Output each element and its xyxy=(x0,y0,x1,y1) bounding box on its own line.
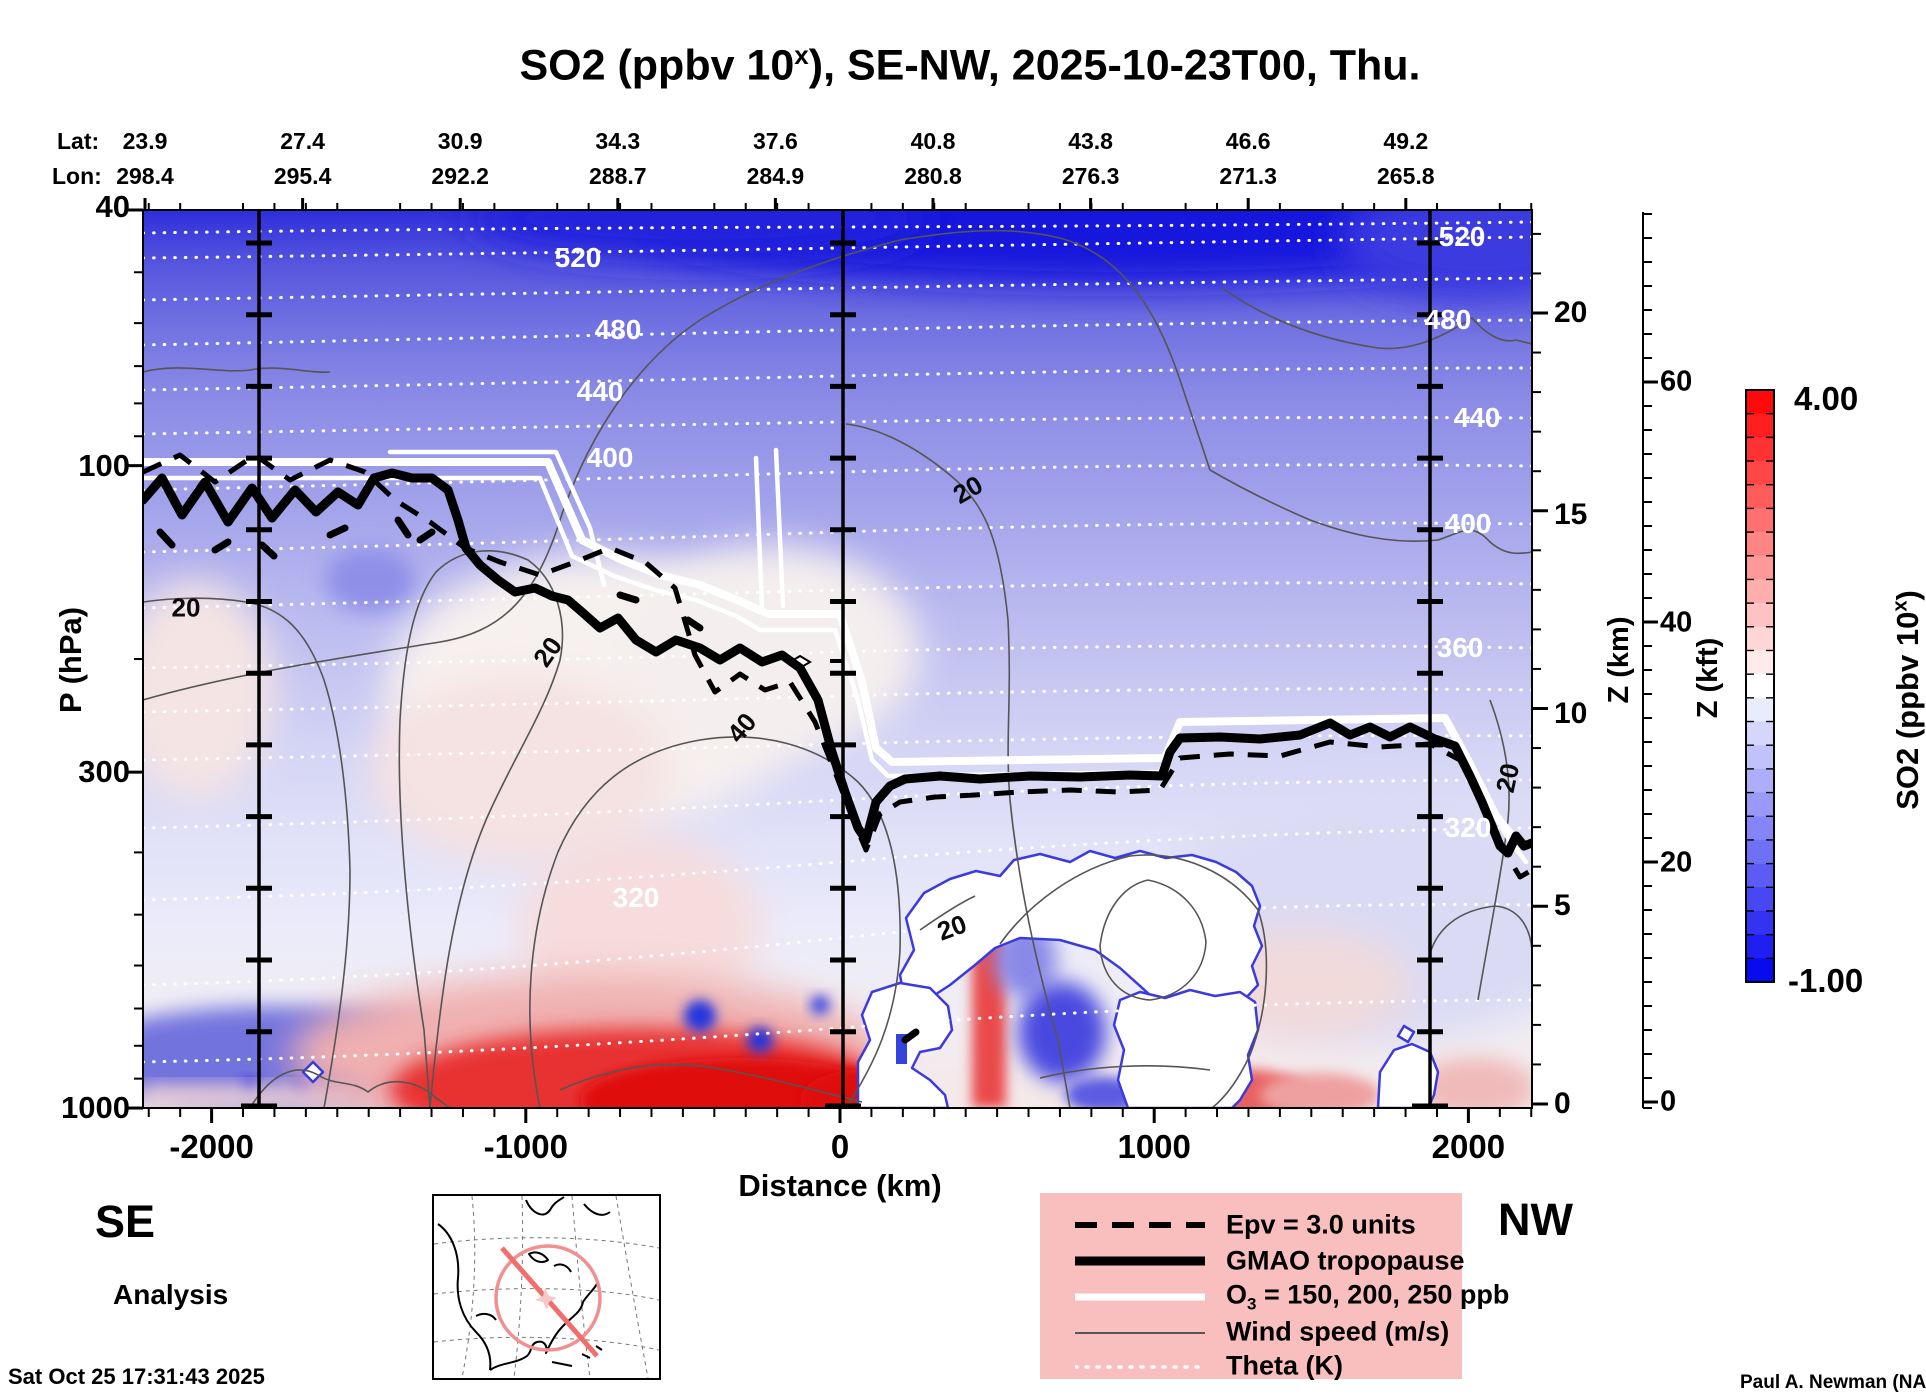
map-inset xyxy=(432,1194,661,1380)
lon-value: 276.3 xyxy=(1062,163,1120,190)
colorbar-min-label: -1.00 xyxy=(1788,962,1863,1000)
lon-value: 271.3 xyxy=(1219,163,1277,190)
lon-value: 265.8 xyxy=(1377,163,1435,190)
z-km-tick-label: 20 xyxy=(1554,296,1587,330)
pressure-tick-label: 1000 xyxy=(61,1090,130,1126)
lat-value: 46.6 xyxy=(1226,128,1271,155)
pressure-tick-label: 100 xyxy=(78,448,130,484)
lon-value: 284.9 xyxy=(747,163,805,190)
distance-axis-title: Distance (km) xyxy=(738,1168,941,1204)
z-kft-tick-label: 40 xyxy=(1660,607,1692,640)
credit-label: Paul A. Newman (NASA xyxy=(1740,1372,1926,1394)
wind-thin-line-icon xyxy=(1075,1331,1205,1335)
legend-row-tropopause: GMAO tropopause xyxy=(1040,1243,1462,1279)
colorbar-title: SO2 (ppbv 10x) xyxy=(1890,590,1926,810)
theta-contour-label: 440 xyxy=(1454,402,1501,434)
theta-dotted-line-icon xyxy=(1075,1364,1205,1370)
lat-value: 23.9 xyxy=(123,128,168,155)
theta-contour-label: 400 xyxy=(587,442,634,474)
distance-tick-label: 1000 xyxy=(1117,1128,1190,1166)
z-km-tick-label: 15 xyxy=(1554,498,1587,532)
distance-tick-label: -1000 xyxy=(484,1128,568,1166)
z-kft-axis xyxy=(1643,212,1658,1108)
legend-row-o3: O3 = 150, 200, 250 ppb xyxy=(1040,1279,1462,1315)
theta-contour-label: 480 xyxy=(1425,304,1472,336)
z-km-tick-label: 5 xyxy=(1554,889,1571,923)
theta-contour-label: 320 xyxy=(613,882,660,914)
z-kft-tick-label: 0 xyxy=(1660,1086,1676,1119)
theta-contour-label: 400 xyxy=(1445,508,1492,540)
plot-title: SO2 (ppbv 10x), SE-NW, 2025-10-23T00, Th… xyxy=(260,40,1680,90)
z-km-axis-title: Z (km) xyxy=(1603,617,1636,704)
z-km-tick-label: 10 xyxy=(1554,697,1587,731)
theta-contour-label: 320 xyxy=(1445,812,1492,844)
lat-value: 43.8 xyxy=(1068,128,1113,155)
theta-contour-label: 440 xyxy=(577,376,624,408)
z-kft-tick-label: 60 xyxy=(1660,366,1692,399)
legend: Epv = 3.0 units GMAO tropopause O3 = 150… xyxy=(1040,1193,1462,1379)
o3-white-line-icon xyxy=(1075,1293,1205,1301)
theta-contour-label: 480 xyxy=(595,314,642,346)
lon-value: 295.4 xyxy=(274,163,332,190)
corner-label-nw: NW xyxy=(1498,1194,1573,1246)
lat-value: 49.2 xyxy=(1383,128,1428,155)
so2-cross-section-figure: SO2 (ppbv 10x), SE-NW, 2025-10-23T00, Th… xyxy=(0,0,1926,1394)
epv-dashed-line-icon xyxy=(1075,1221,1205,1229)
pressure-tick-label: 300 xyxy=(78,754,130,790)
lon-value: 288.7 xyxy=(589,163,647,190)
map-inset-svg xyxy=(434,1196,659,1378)
wind-contour-label: 20 xyxy=(1490,761,1526,796)
pressure-tick-label: 40 xyxy=(96,189,130,225)
lon-value: 280.8 xyxy=(904,163,962,190)
z-km-tick-label: 0 xyxy=(1554,1087,1571,1121)
wind-contour-label: 20 xyxy=(172,593,201,624)
distance-tick-label: 0 xyxy=(831,1128,849,1166)
lat-value: 27.4 xyxy=(280,128,325,155)
theta-contour-label: 520 xyxy=(1439,221,1486,253)
theta-contour-label: 520 xyxy=(555,242,602,274)
lat-value: 30.9 xyxy=(438,128,483,155)
z-kft-tick-label: 20 xyxy=(1660,847,1692,880)
cross-section-plot xyxy=(0,0,1926,1394)
lat-row-label: Lat: xyxy=(57,128,99,155)
legend-row-wind: Wind speed (m/s) xyxy=(1040,1314,1462,1350)
lat-value: 34.3 xyxy=(595,128,640,155)
distance-tick-label: 2000 xyxy=(1432,1128,1505,1166)
lat-value: 40.8 xyxy=(911,128,956,155)
lon-value: 292.2 xyxy=(431,163,489,190)
render-timestamp: Sat Oct 25 17:31:43 2025 xyxy=(8,1364,265,1390)
theta-contour-label: 360 xyxy=(1437,632,1484,664)
analysis-label: Analysis xyxy=(113,1279,228,1311)
lon-row-label: Lon: xyxy=(52,163,102,190)
lon-value: 298.4 xyxy=(116,163,174,190)
distance-tick-label: -2000 xyxy=(169,1128,253,1166)
legend-row-epv: Epv = 3.0 units xyxy=(1040,1207,1462,1243)
legend-row-theta: Theta (K) xyxy=(1040,1348,1462,1384)
corner-label-se: SE xyxy=(95,1196,155,1248)
colorbar xyxy=(1746,390,1774,983)
pressure-axis-title: P (hPa) xyxy=(53,607,89,713)
colorbar-max-label: 4.00 xyxy=(1794,380,1858,418)
tropopause-line-icon xyxy=(1075,1256,1205,1266)
lat-value: 37.6 xyxy=(753,128,798,155)
z-kft-axis-title: Z (kft) xyxy=(1692,638,1725,719)
